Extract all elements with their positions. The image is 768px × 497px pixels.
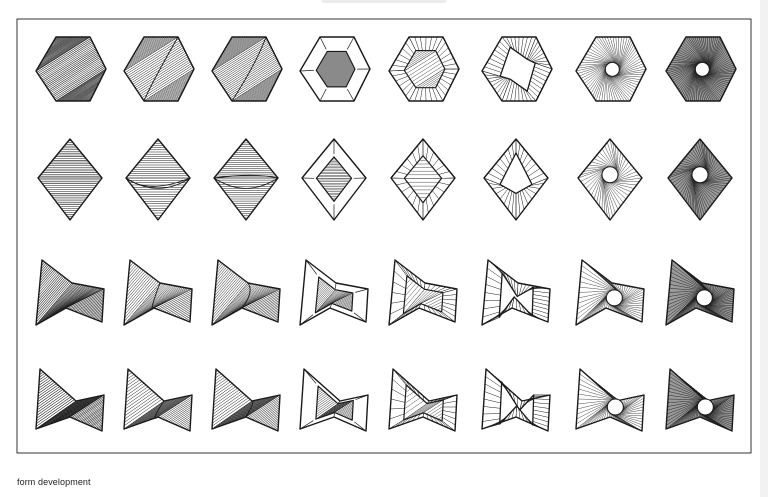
caption: form development — [17, 477, 91, 487]
form-cell-diamond-frame-zigzag — [483, 138, 549, 221]
form-cell-twisted-quad-hatch-with-curve — [123, 259, 193, 326]
form-cell-low-twisted-quad-radial-hole — [575, 368, 645, 432]
form-cell-hexagon-frame-zigzag — [481, 36, 553, 102]
form-cell-low-twisted-quad-frame-with-core — [299, 368, 369, 432]
form-cell-low-twisted-quad-hatch-with-curve — [123, 368, 193, 432]
form-cell-twisted-quad-hatch-with-curve-2 — [211, 259, 281, 326]
form-cell-twisted-quad-frame-with-core — [299, 259, 369, 326]
form-cell-hexagon-full-hatch — [35, 36, 107, 102]
form-cell-twisted-quad-radial-hole — [575, 259, 645, 326]
form-cell-low-twisted-quad-frame-with-rays — [388, 368, 458, 432]
form-cell-hexagon-frame-with-rays — [388, 36, 460, 102]
form-cell-diamond-frame-with-rays — [390, 138, 456, 221]
form-cell-twisted-quad-dense-radial-hole — [665, 259, 735, 326]
form-cell-hexagon-radial-hole — [575, 36, 647, 102]
form-grid — [35, 36, 737, 432]
form-cell-twisted-quad-frame-with-rays — [388, 259, 458, 326]
form-cell-hexagon-hatch-with-curve — [123, 36, 195, 102]
form-cell-low-twisted-quad-dense-radial-hole — [665, 368, 735, 432]
form-cell-low-twisted-quad-full-hatch — [35, 368, 105, 432]
drawing-frame — [16, 18, 752, 454]
form-cell-diamond-radial-hole — [577, 138, 643, 221]
form-cell-hexagon-frame-with-core — [299, 36, 371, 102]
form-cell-diamond-dense-radial-hole — [667, 138, 733, 221]
form-cell-twisted-quad-frame-zigzag — [481, 259, 551, 326]
window-edge — [760, 0, 768, 497]
top-tab — [322, 0, 446, 3]
form-cell-diamond-hatch-with-curve — [125, 138, 191, 221]
form-cell-hexagon-dense-radial-hole — [665, 36, 737, 102]
form-cell-hexagon-hatch-with-curve-2 — [211, 36, 283, 102]
form-cell-diamond-full-hatch — [37, 138, 103, 221]
form-cell-twisted-quad-full-hatch — [35, 259, 105, 326]
form-cell-diamond-frame-with-core — [301, 138, 367, 221]
form-cell-low-twisted-quad-hatch-with-curve-2 — [211, 368, 281, 432]
form-cell-low-twisted-quad-frame-zigzag — [481, 368, 551, 432]
form-cell-diamond-hatch-with-curve-2 — [213, 138, 279, 221]
